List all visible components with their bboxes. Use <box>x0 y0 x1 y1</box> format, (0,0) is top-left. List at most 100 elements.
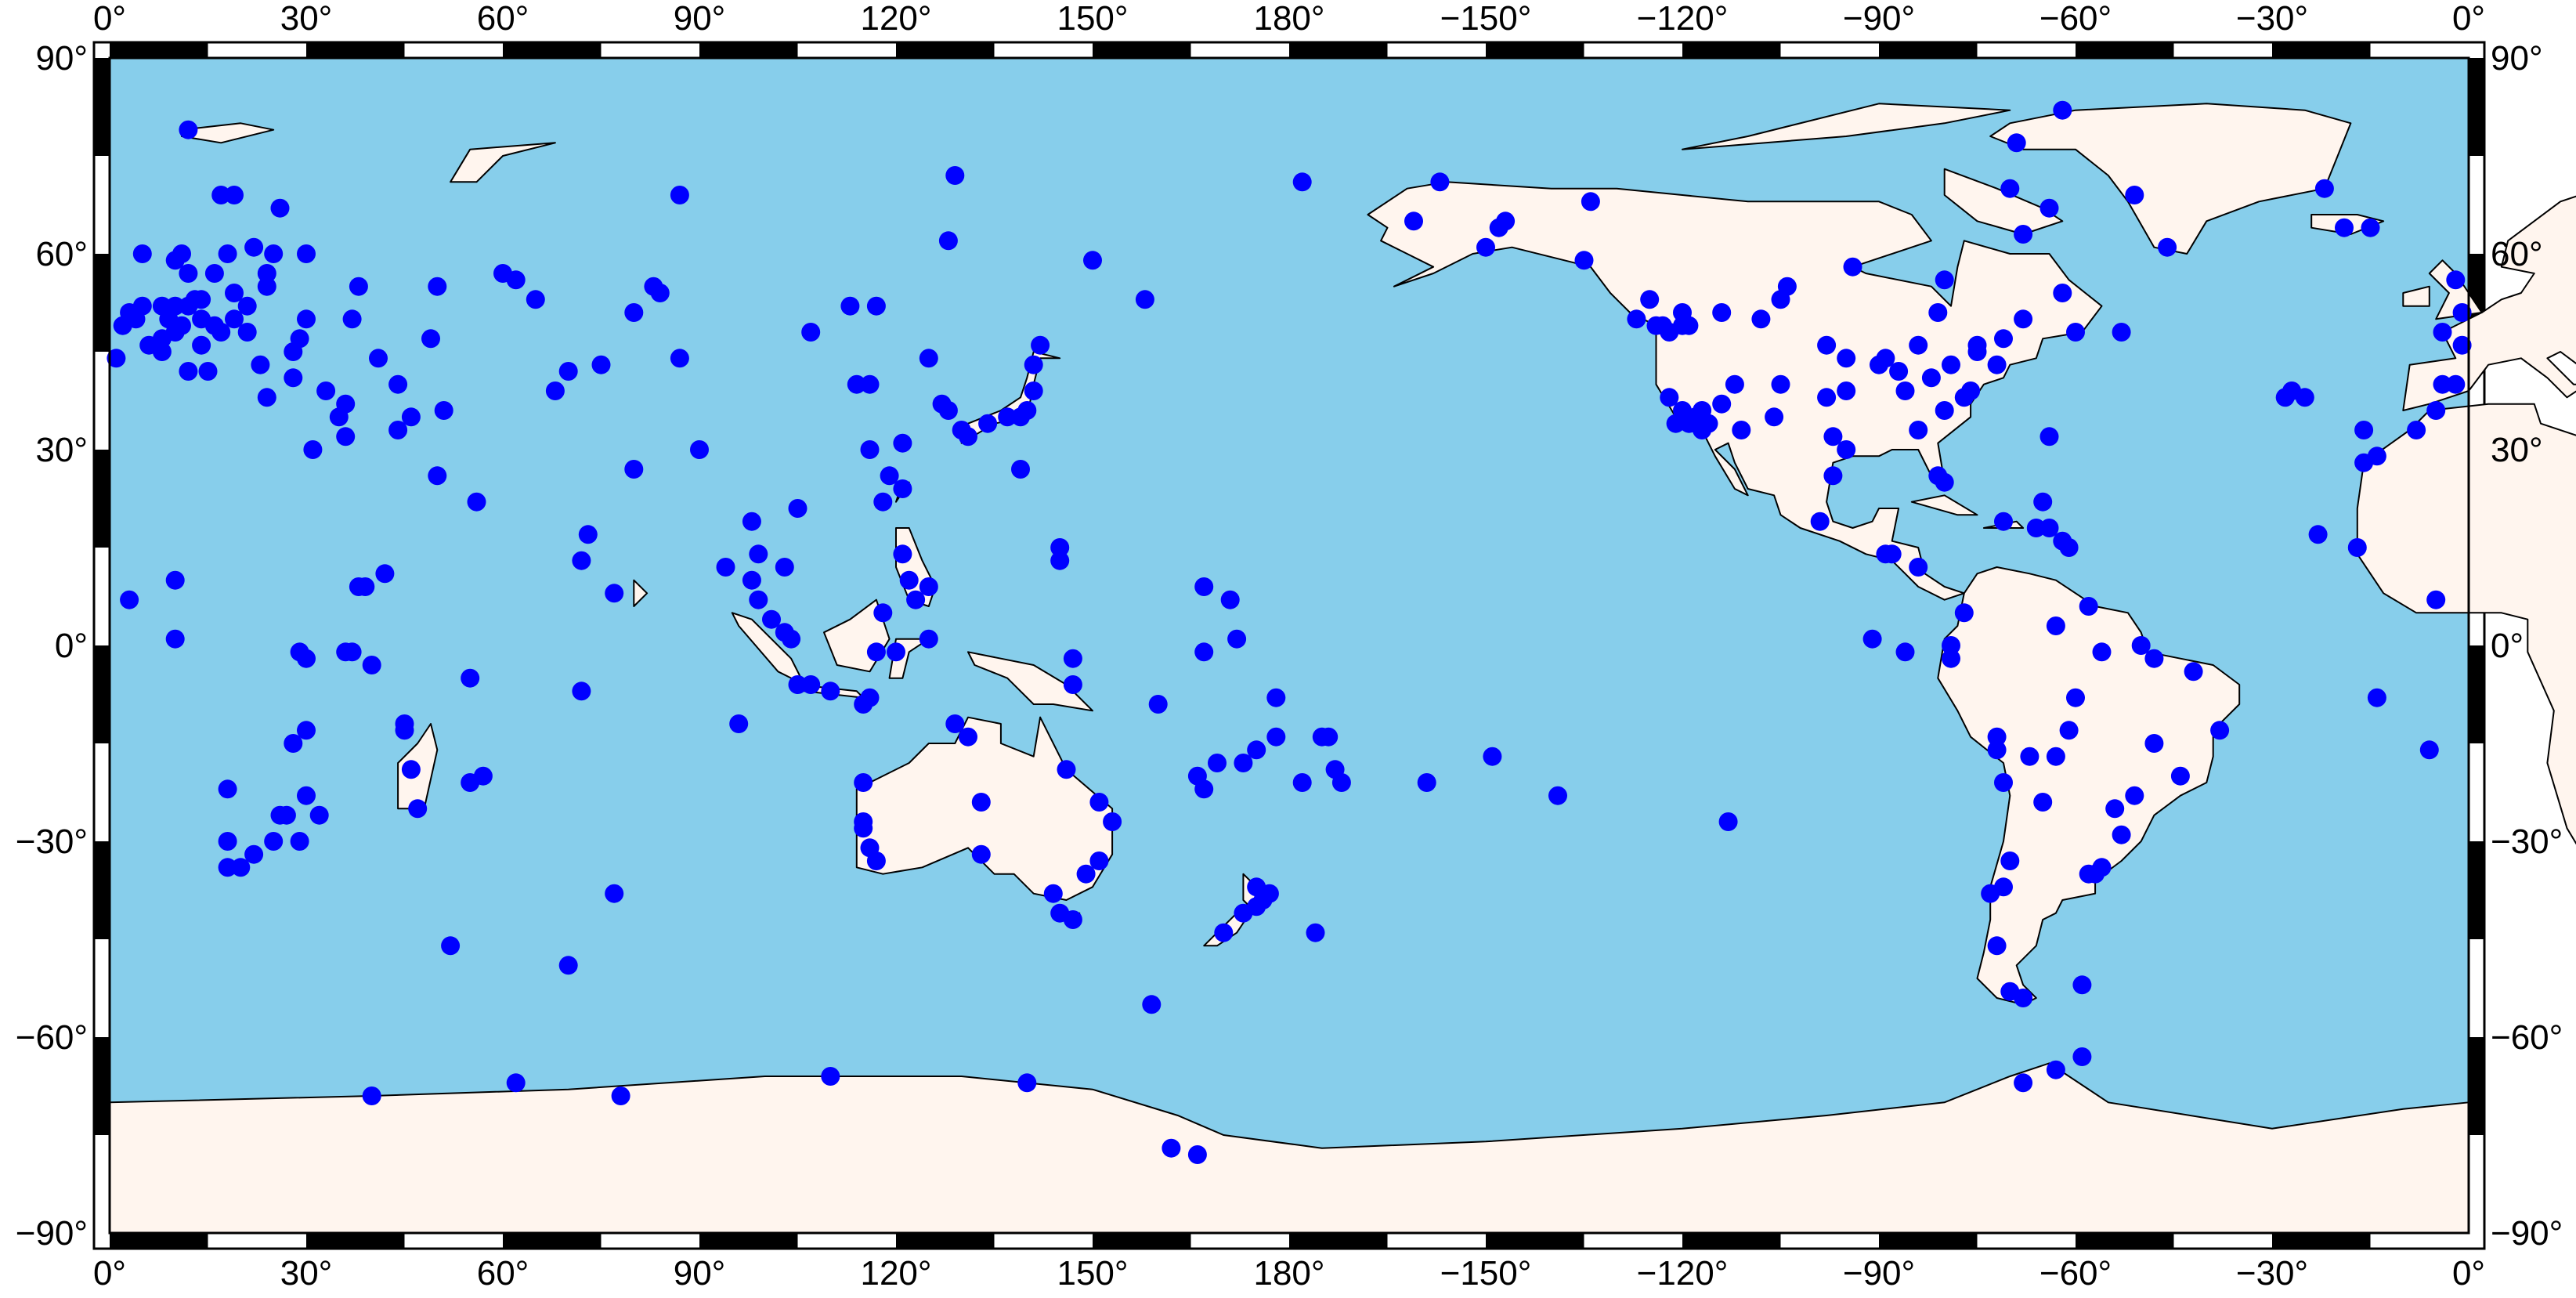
station-marker <box>959 727 977 747</box>
land-antarctica <box>109 1062 2469 1234</box>
land-sri-lanka <box>633 579 649 607</box>
frame-tick-right <box>2469 841 2484 939</box>
x-tick-label-top: 30° <box>280 0 333 38</box>
station-marker <box>2039 519 2059 537</box>
station-marker <box>1247 740 1266 760</box>
station-marker <box>1640 290 1660 309</box>
x-tick-label-bottom: 30° <box>280 1254 333 1293</box>
station-marker <box>303 440 323 459</box>
station-marker <box>1823 466 1843 486</box>
station-marker <box>821 682 840 701</box>
station-marker <box>1476 237 1495 257</box>
station-marker <box>2452 335 2472 355</box>
station-marker <box>854 773 873 792</box>
x-tick-label-top: −60° <box>2039 0 2112 38</box>
frame-tick-bottom <box>503 1233 602 1249</box>
y-tick-label-left: −90° <box>16 1214 88 1253</box>
frame-tick-bottom <box>1682 1233 1781 1249</box>
station-marker <box>165 570 185 590</box>
frame-tick-top <box>306 42 405 58</box>
station-marker <box>192 290 211 309</box>
x-tick-label-top: −150° <box>1440 0 1532 38</box>
station-marker <box>998 407 1017 427</box>
station-marker <box>1234 754 1253 772</box>
station-marker <box>1483 747 1502 766</box>
station-marker <box>611 1086 630 1105</box>
station-marker <box>2059 538 2079 557</box>
station-marker <box>329 407 349 427</box>
station-marker <box>506 1073 526 1093</box>
station-marker <box>388 374 408 394</box>
y-tick-label-left: 0° <box>55 627 88 665</box>
x-tick-label-bottom: −90° <box>1843 1254 1915 1293</box>
station-marker <box>2033 492 2053 512</box>
station-marker <box>1063 910 1082 929</box>
station-marker <box>1417 773 1436 792</box>
station-marker <box>441 936 461 956</box>
station-marker <box>1987 727 2007 747</box>
station-marker <box>1935 270 1954 290</box>
station-marker <box>1895 381 1915 400</box>
station-marker <box>211 323 231 342</box>
station-marker <box>624 460 644 479</box>
station-marker <box>775 558 794 577</box>
x-tick-label-top: 0° <box>93 0 126 38</box>
station-marker <box>1148 695 1168 714</box>
station-marker <box>1712 394 1732 414</box>
land-arctic-islands <box>1682 103 2011 150</box>
station-marker <box>2072 975 2092 995</box>
station-marker <box>2361 218 2380 237</box>
station-marker <box>2426 590 2446 609</box>
station-marker <box>2426 401 2446 420</box>
station-marker <box>369 349 388 368</box>
station-marker <box>1103 812 1122 831</box>
station-marker <box>1725 374 1744 394</box>
station-marker <box>2092 642 2112 662</box>
frame-tick-left <box>94 450 110 548</box>
land-masses <box>109 103 2576 1234</box>
x-tick-label-top: 150° <box>1057 0 1128 38</box>
station-marker <box>237 296 257 316</box>
frame-tick-bottom <box>1486 1233 1584 1249</box>
station-marker <box>152 342 172 361</box>
y-tick-label-right: −90° <box>2491 1214 2563 1253</box>
frame-tick-top <box>1682 42 1781 58</box>
station-marker <box>2170 766 2190 786</box>
station-marker <box>2053 100 2072 120</box>
station-marker <box>716 558 735 577</box>
station-marker <box>244 844 264 864</box>
station-marker <box>729 714 749 733</box>
station-marker <box>873 492 893 512</box>
station-marker <box>461 773 480 792</box>
frame-tick-top <box>1486 42 1584 58</box>
frame-tick-bottom <box>1879 1233 1978 1249</box>
station-marker <box>2014 309 2033 329</box>
frame-tick-bottom <box>1093 1233 1191 1249</box>
station-marker <box>2419 740 2439 760</box>
station-marker <box>1967 342 1987 361</box>
station-marker <box>1574 251 1594 270</box>
station-marker <box>2026 519 2046 537</box>
station-marker <box>1089 793 1109 812</box>
frame-tick-top <box>110 42 208 58</box>
x-tick-label-bottom: 120° <box>860 1254 931 1293</box>
station-marker <box>1987 936 2007 956</box>
station-marker <box>297 309 316 329</box>
frame-tick-top <box>896 42 995 58</box>
station-marker <box>2033 793 2053 812</box>
station-marker <box>854 812 873 831</box>
station-marker <box>461 668 480 688</box>
station-marker <box>179 264 198 283</box>
station-marker <box>1017 401 1037 420</box>
station-marker <box>1266 727 1286 747</box>
station-marker <box>270 805 290 825</box>
station-marker <box>2046 1060 2065 1079</box>
station-marker <box>2308 525 2328 544</box>
station-marker <box>2046 616 2065 635</box>
station-marker <box>1259 884 1279 903</box>
frame-tick-bottom <box>306 1233 405 1249</box>
station-marker <box>526 290 545 309</box>
station-marker <box>1063 675 1082 694</box>
station-marker <box>1954 603 1974 623</box>
station-marker <box>1994 512 2013 531</box>
